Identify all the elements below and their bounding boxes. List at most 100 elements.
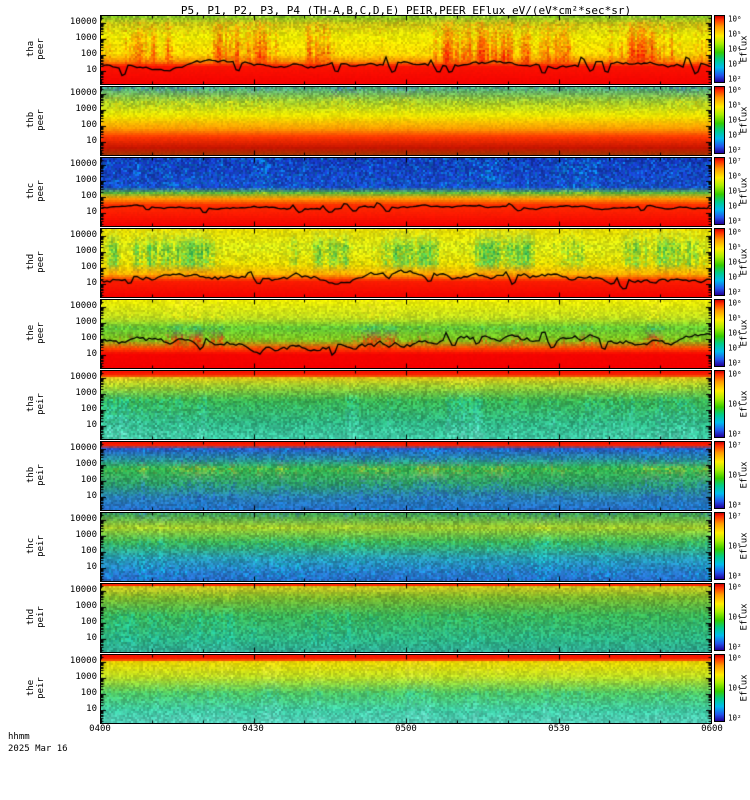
colorbar-label-text: Eflux bbox=[739, 532, 750, 560]
x-tick-label: 0530 bbox=[548, 724, 570, 734]
colorbar bbox=[714, 370, 725, 438]
colorbar-ticks: 10⁶ 10⁴ 10² bbox=[728, 582, 748, 652]
x-tick-label: 0400 bbox=[89, 724, 111, 734]
colorbar-tick-label: 10⁴ bbox=[728, 115, 742, 125]
colorbar-label: Eflux bbox=[739, 299, 750, 367]
colorbar-ticks: 10⁷ 10⁵ 10³ bbox=[728, 440, 748, 510]
spectrogram-canvas bbox=[100, 441, 712, 511]
colorbar bbox=[714, 441, 725, 509]
colorbar-tick-label: 10³ bbox=[728, 272, 742, 282]
colorbar-label-text: Eflux bbox=[739, 674, 750, 702]
y-tick-label: 10 bbox=[86, 348, 97, 359]
colorbar-ticks: 10⁷ 10⁵ 10³ bbox=[728, 511, 748, 581]
y-tick-label: 1000 bbox=[75, 600, 97, 611]
colorbar-tick-label: 10⁴ bbox=[728, 201, 742, 211]
y-tick-label: 10 bbox=[86, 206, 97, 217]
colorbar bbox=[714, 228, 725, 296]
spectrogram-panel: thb peer 10000 1000 100 10 10⁶ 10⁵ 10⁴ 10³ 10² E… bbox=[0, 86, 750, 156]
y-axis-ticks: 10000 1000 100 10 bbox=[0, 654, 97, 722]
colorbar-label: Eflux bbox=[739, 654, 750, 722]
colorbar-tick-label: 10⁷ bbox=[728, 440, 742, 450]
colorbar-label-text: Eflux bbox=[739, 461, 750, 489]
y-tick-label: 100 bbox=[80, 332, 97, 343]
y-tick-label: 10 bbox=[86, 703, 97, 714]
colorbar bbox=[714, 157, 725, 225]
colorbar-tick-label: 10⁵ bbox=[728, 100, 742, 110]
spectrogram-canvas bbox=[100, 370, 712, 440]
colorbar-label: Eflux bbox=[739, 157, 750, 225]
colorbar-label: Eflux bbox=[739, 228, 750, 296]
colorbar-tick-label: 10⁶ bbox=[728, 14, 742, 24]
y-axis-ticks: 10000 1000 100 10 bbox=[0, 299, 97, 367]
spectrogram-panel: thd peir 10000 1000 100 10 10⁶ 10⁴ 10² Eflux bbox=[0, 582, 750, 653]
spectrogram-panel: the peer 10000 1000 100 10 10⁶ 10⁵ 10⁴ 10³ 10² E… bbox=[0, 299, 750, 369]
y-tick-label: 100 bbox=[80, 545, 97, 556]
y-tick-label: 10000 bbox=[69, 87, 97, 98]
colorbar-tick-label: 10⁶ bbox=[728, 582, 742, 592]
colorbar-ticks: 10⁶ 10⁴ 10² bbox=[728, 370, 748, 439]
colorbar-label-text: Eflux bbox=[739, 35, 750, 63]
y-tick-label: 10000 bbox=[69, 16, 97, 27]
colorbar-tick-label: 10⁷ bbox=[728, 511, 742, 521]
colorbar-tick-label: 10³ bbox=[728, 500, 742, 510]
spectrogram-canvas bbox=[100, 654, 712, 724]
x-tick-label: 0430 bbox=[242, 724, 264, 734]
colorbar-ticks: 10⁶ 10⁵ 10⁴ 10³ 10² bbox=[728, 86, 748, 155]
spectrogram-panel: thc peir 10000 1000 100 10 10⁷ 10⁵ 10³ Eflux bbox=[0, 511, 750, 582]
colorbar-tick-label: 10⁶ bbox=[728, 171, 742, 181]
colorbar-tick-label: 10² bbox=[728, 145, 742, 155]
spectrogram-panel: tha peer 10000 1000 100 10 10⁶ 10⁵ 10⁴ 10³ 10² E… bbox=[0, 14, 750, 85]
spectrogram-panel: thc peer 10000 1000 100 10 10⁷ 10⁶ 10⁵ 10⁴ 10³ E… bbox=[0, 157, 750, 227]
colorbar-label-text: Eflux bbox=[739, 603, 750, 631]
y-tick-label: 100 bbox=[80, 48, 97, 59]
y-tick-label: 1000 bbox=[75, 245, 97, 256]
spectrogram-panel: thd peer 10000 1000 100 10 10⁶ 10⁵ 10⁴ 10³ 10² E… bbox=[0, 227, 750, 298]
colorbar-label-text: Eflux bbox=[739, 177, 750, 205]
colorbar-tick-label: 10⁴ bbox=[728, 683, 742, 693]
x-tick-label: 0600 bbox=[701, 724, 723, 734]
y-tick-label: 10000 bbox=[69, 300, 97, 311]
y-tick-label: 10 bbox=[86, 561, 97, 572]
y-tick-label: 10000 bbox=[69, 371, 97, 382]
date-label: 2025 Mar 16 bbox=[8, 744, 68, 754]
y-tick-label: 10 bbox=[86, 419, 97, 430]
y-axis-ticks: 10000 1000 100 10 bbox=[0, 441, 97, 509]
colorbar-tick-label: 10⁵ bbox=[728, 313, 742, 323]
spectrogram-panel: thb peir 10000 1000 100 10 10⁷ 10⁵ 10³ Eflux bbox=[0, 440, 750, 511]
colorbar-label: Eflux bbox=[739, 15, 750, 83]
y-tick-label: 10 bbox=[86, 135, 97, 146]
y-tick-label: 10 bbox=[86, 64, 97, 75]
colorbar-ticks: 10⁶ 10⁵ 10⁴ 10³ 10² bbox=[728, 299, 748, 368]
x-axis-label: hhmm bbox=[8, 732, 30, 742]
colorbar-tick-label: 10³ bbox=[728, 343, 742, 353]
y-axis-ticks: 10000 1000 100 10 bbox=[0, 15, 97, 83]
y-tick-label: 10000 bbox=[69, 158, 97, 169]
colorbar-label: Eflux bbox=[739, 370, 750, 438]
colorbar-tick-label: 10³ bbox=[728, 216, 742, 226]
colorbar-tick-label: 10⁴ bbox=[728, 44, 742, 54]
colorbar-tick-label: 10⁴ bbox=[728, 328, 742, 338]
y-tick-label: 10000 bbox=[69, 229, 97, 240]
colorbar-tick-label: 10³ bbox=[728, 59, 742, 69]
colorbar-tick-label: 10³ bbox=[728, 571, 742, 581]
y-axis-ticks: 10000 1000 100 10 bbox=[0, 512, 97, 580]
colorbar-ticks: 10⁷ 10⁶ 10⁵ 10⁴ 10³ bbox=[728, 157, 748, 226]
colorbar-label-text: Eflux bbox=[739, 248, 750, 276]
y-tick-label: 100 bbox=[80, 616, 97, 627]
spectrogram-panel: the peir 10000 1000 100 10 10⁶ 10⁴ 10² Eflux bbox=[0, 654, 750, 724]
y-tick-label: 100 bbox=[80, 190, 97, 201]
y-tick-label: 10000 bbox=[69, 513, 97, 524]
spectrogram-canvas bbox=[100, 299, 712, 369]
colorbar-tick-label: 10⁶ bbox=[728, 227, 742, 237]
spectrogram-canvas bbox=[100, 15, 712, 85]
y-axis-ticks: 10000 1000 100 10 bbox=[0, 86, 97, 154]
spectrogram-canvas bbox=[100, 157, 712, 227]
colorbar-ticks: 10⁶ 10⁵ 10⁴ 10³ 10² bbox=[728, 14, 748, 84]
colorbar-label: Eflux bbox=[739, 583, 750, 651]
colorbar-label-text: Eflux bbox=[739, 390, 750, 418]
colorbar-tick-label: 10⁵ bbox=[728, 470, 742, 480]
y-tick-label: 10000 bbox=[69, 584, 97, 595]
colorbar-tick-label: 10² bbox=[728, 713, 742, 723]
colorbar bbox=[714, 583, 725, 651]
colorbar-label-text: Eflux bbox=[739, 319, 750, 347]
